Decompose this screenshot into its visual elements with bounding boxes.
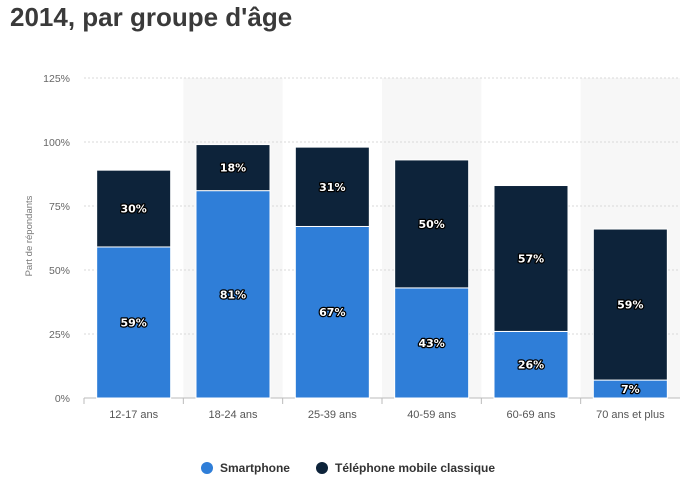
y-axis-title: Part de répondants	[24, 195, 35, 276]
data-label: 30%	[120, 203, 146, 216]
page-title: 2014, par groupe d'âge	[10, 2, 293, 32]
data-label: 59%	[120, 316, 146, 329]
x-tick-label: 12-17 ans	[109, 409, 158, 421]
y-tick-label: 0%	[55, 393, 70, 405]
bar-smartphone[interactable]	[294, 225, 370, 399]
data-label: 67%	[319, 306, 345, 319]
bars	[96, 144, 668, 399]
data-label: 81%	[220, 288, 246, 301]
bar-smartphone[interactable]	[493, 330, 569, 399]
bar-classic-phone[interactable]	[294, 146, 370, 227]
data-label: 7%	[621, 383, 640, 396]
data-label: 59%	[617, 299, 643, 312]
chart: 0% 25% 50% 75% 100% 125% Part de répondants 5…	[24, 73, 680, 421]
x-axis: 12-17 ans 18-24 ans 25-39 ans 40-59 ans 60-6…	[83, 398, 665, 421]
bar-classic-phone[interactable]	[394, 159, 470, 289]
y-tick-label: 75%	[49, 201, 70, 213]
data-label: 57%	[518, 252, 544, 265]
data-label: 43%	[418, 337, 444, 350]
legend-marker-classic-phone	[315, 462, 328, 474]
legend: Smartphone Téléphone mobile classique	[0, 461, 696, 475]
bar-classic-phone[interactable]	[195, 144, 271, 192]
data-labels: 59% 30% 81% 18% 67% 31% 43% 50% 26% 57% 7% 59%	[119, 160, 645, 397]
bar-classic-phone[interactable]	[493, 185, 569, 332]
y-tick-label: 50%	[49, 265, 70, 277]
legend-item-smartphone[interactable]: Smartphone	[200, 461, 290, 475]
bar-smartphone[interactable]	[96, 246, 172, 399]
data-label: 18%	[220, 162, 246, 175]
x-tick-label: 18-24 ans	[209, 409, 258, 421]
y-tick-label: 125%	[43, 73, 70, 85]
bar-smartphone[interactable]	[394, 287, 470, 399]
legend-marker-smartphone	[200, 462, 213, 474]
legend-item-classic-phone[interactable]: Téléphone mobile classique	[315, 461, 496, 475]
bar-classic-phone[interactable]	[96, 169, 172, 248]
y-tick-label: 25%	[49, 329, 70, 341]
data-label: 50%	[418, 218, 444, 231]
x-tick-label: 25-39 ans	[308, 409, 357, 421]
legend-label-smartphone: Smartphone	[219, 461, 290, 475]
legend-label-classic-phone: Téléphone mobile classique	[334, 461, 496, 475]
x-tick-label: 70 ans et plus	[596, 409, 665, 421]
data-label: 26%	[518, 359, 544, 372]
x-tick-label: 60-69 ans	[507, 409, 556, 421]
bar-classic-phone[interactable]	[592, 228, 668, 381]
y-tick-label: 100%	[43, 137, 70, 149]
data-label: 31%	[319, 181, 345, 194]
y-axis: 0% 25% 50% 75% 100% 125%	[43, 73, 70, 405]
x-tick-label: 40-59 ans	[407, 409, 456, 421]
